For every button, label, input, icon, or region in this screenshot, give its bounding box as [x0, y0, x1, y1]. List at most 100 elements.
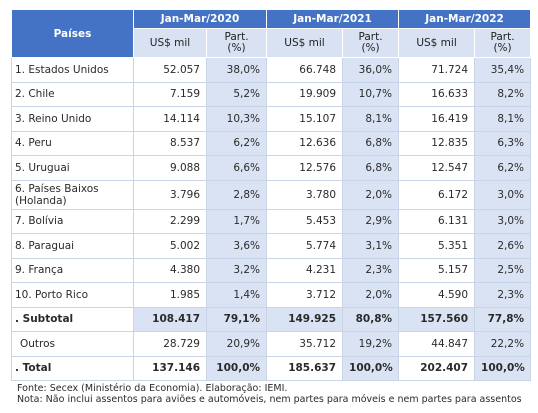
country-name: 2. Chile: [11, 81, 134, 107]
period-header-2022: Jan-Mar/2022: [398, 9, 532, 29]
total-label: . Total: [11, 355, 134, 381]
share-cell: 3,0%: [474, 208, 532, 234]
share-cell: 36,0%: [342, 57, 400, 83]
value-cell: 3.780: [266, 179, 344, 210]
country-name: 9. França: [11, 257, 134, 283]
share-cell: 3,6%: [205, 233, 268, 259]
table-row: 3. Reino Unido 14.114 10,3% 15.107 8,1% …: [11, 106, 532, 132]
others-row: Outros 28.729 20,9% 35.712 19,2% 44.847 …: [11, 331, 532, 357]
value-header-2021: US$ mil: [266, 28, 344, 58]
table-row: 10. Porto Rico 1.985 1,4% 3.712 2,0% 4.5…: [11, 282, 532, 308]
share-cell: 10,7%: [342, 81, 400, 107]
value-cell: 5.002: [133, 233, 207, 259]
value-cell: 14.114: [133, 106, 207, 132]
total-row: . Total 137.146 100,0% 185.637 100,0% 20…: [11, 355, 532, 381]
country-name: 7. Bolívia: [11, 208, 134, 234]
share-cell: 3,1%: [342, 233, 400, 259]
value-cell: 8.537: [133, 130, 207, 156]
period-header-2021: Jan-Mar/2021: [266, 9, 400, 29]
value-cell: 71.724: [398, 57, 476, 83]
countries-header: Países: [11, 9, 134, 58]
value-cell: 3.796: [133, 179, 207, 210]
share-cell: 38,0%: [205, 57, 268, 83]
value-cell: 185.637: [266, 355, 344, 381]
table-row: 1. Estados Unidos 52.057 38,0% 66.748 36…: [11, 57, 532, 83]
value-cell: 12.636: [266, 130, 344, 156]
table-row: 6. Países Baixos (Holanda) 3.796 2,8% 3.7…: [11, 179, 532, 210]
value-cell: 16.419: [398, 106, 476, 132]
table-row: 5. Uruguai 9.088 6,6% 12.576 6,8% 12.547…: [11, 155, 532, 181]
share-cell: 8,1%: [342, 106, 400, 132]
share-cell: 77,8%: [474, 306, 532, 332]
share-cell: 2,5%: [474, 257, 532, 283]
share-cell: 3,2%: [205, 257, 268, 283]
country-name: 8. Paraguai: [11, 233, 134, 259]
country-name: 3. Reino Unido: [11, 106, 134, 132]
value-cell: 15.107: [266, 106, 344, 132]
table-row: 7. Bolívia 2.299 1,7% 5.453 2,9% 6.131 3…: [11, 208, 532, 234]
share-cell: 22,2%: [474, 331, 532, 357]
share-cell: 1,4%: [205, 282, 268, 308]
value-cell: 19.909: [266, 81, 344, 107]
share-cell: 35,4%: [474, 57, 532, 83]
others-label: Outros: [11, 331, 134, 357]
value-cell: 44.847: [398, 331, 476, 357]
share-cell: 10,3%: [205, 106, 268, 132]
value-cell: 12.835: [398, 130, 476, 156]
country-name: 5. Uruguai: [11, 155, 134, 181]
value-cell: 52.057: [133, 57, 207, 83]
share-cell: 1,7%: [205, 208, 268, 234]
value-cell: 35.712: [266, 331, 344, 357]
country-name: 4. Peru: [11, 130, 134, 156]
value-cell: 1.985: [133, 282, 207, 308]
value-cell: 7.159: [133, 81, 207, 107]
value-cell: 66.748: [266, 57, 344, 83]
share-cell: 8,1%: [474, 106, 532, 132]
share-cell: 2,3%: [474, 282, 532, 308]
share-cell: 80,8%: [342, 306, 400, 332]
country-name: 1. Estados Unidos: [11, 57, 134, 83]
table-row: 4. Peru 8.537 6,2% 12.636 6,8% 12.835 6,…: [11, 130, 532, 156]
share-cell: 2,9%: [342, 208, 400, 234]
share-cell: 100,0%: [342, 355, 400, 381]
part-header-2021: Part. (%): [342, 28, 400, 58]
share-cell: 6,6%: [205, 155, 268, 181]
value-cell: 16.633: [398, 81, 476, 107]
country-name: 6. Países Baixos (Holanda): [11, 179, 134, 210]
value-cell: 202.407: [398, 355, 476, 381]
value-cell: 5.774: [266, 233, 344, 259]
share-cell: 2,3%: [342, 257, 400, 283]
table-notes: Fonte: Secex (Ministério da Economia). E…: [17, 383, 532, 405]
share-cell: 6,3%: [474, 130, 532, 156]
value-cell: 9.088: [133, 155, 207, 181]
value-cell: 157.560: [398, 306, 476, 332]
period-header-2020: Jan-Mar/2020: [132, 9, 268, 29]
share-cell: 6,2%: [474, 155, 532, 181]
value-header-2020: US$ mil: [133, 28, 207, 58]
value-cell: 6.172: [398, 179, 476, 210]
subtotal-label: . Subtotal: [11, 306, 134, 332]
value-cell: 12.576: [266, 155, 344, 181]
trade-table-wrapper: Países Jan-Mar/2020 Jan-Mar/2021 Jan-Mar…: [11, 9, 532, 381]
share-cell: 2,0%: [342, 179, 400, 210]
table-row: 8. Paraguai 5.002 3,6% 5.774 3,1% 5.351 …: [11, 233, 532, 259]
value-cell: 28.729: [133, 331, 207, 357]
share-cell: 2,6%: [474, 233, 532, 259]
share-cell: 6,2%: [205, 130, 268, 156]
value-cell: 4.231: [266, 257, 344, 283]
part-header-2022: Part. (%): [474, 28, 532, 58]
value-cell: 2.299: [133, 208, 207, 234]
source-note: Fonte: Secex (Ministério da Economia). E…: [17, 383, 288, 394]
share-cell: 2,0%: [342, 282, 400, 308]
value-cell: 6.131: [398, 208, 476, 234]
share-cell: 3,0%: [474, 179, 532, 210]
share-cell: 19,2%: [342, 331, 400, 357]
share-cell: 100,0%: [205, 355, 268, 381]
share-cell: 79,1%: [205, 306, 268, 332]
exports-by-country-table: Países Jan-Mar/2020 Jan-Mar/2021 Jan-Mar…: [11, 9, 532, 381]
share-cell: 2,8%: [205, 179, 268, 210]
share-cell: 5,2%: [205, 81, 268, 107]
value-cell: 108.417: [133, 306, 207, 332]
subtotal-row: . Subtotal 108.417 79,1% 149.925 80,8% 1…: [11, 306, 532, 332]
value-cell: 5.351: [398, 233, 476, 259]
